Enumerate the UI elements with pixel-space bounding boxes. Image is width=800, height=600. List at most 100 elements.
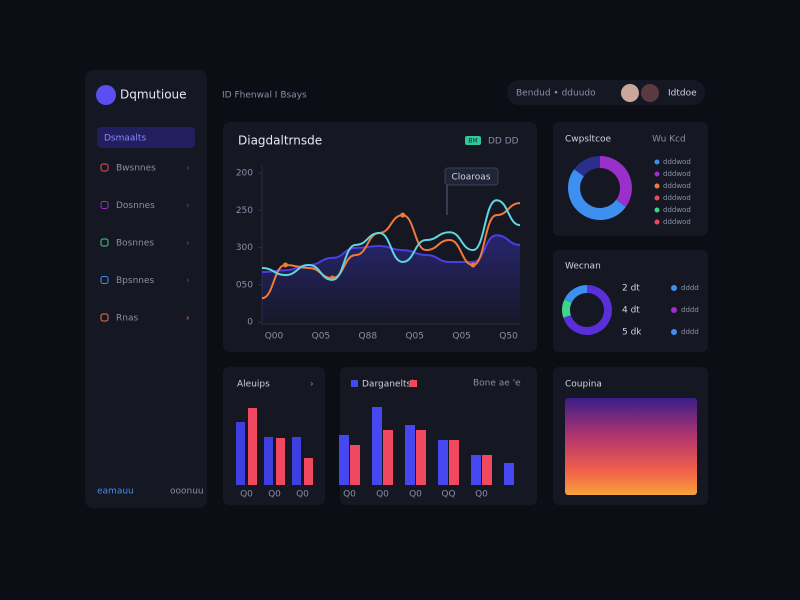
legend-dot (671, 307, 677, 313)
nav-icon[interactable] (100, 276, 109, 284)
nav-active-label[interactable]: Dsmaalts (104, 134, 146, 144)
bar (504, 463, 514, 485)
donut-segment (599, 156, 632, 207)
stat: 2 dt (622, 284, 640, 294)
logo-text: Dqmutioue (120, 88, 187, 102)
nav-label[interactable]: Dosnnes (116, 201, 155, 211)
stat: 4 dt (622, 306, 640, 316)
nav-arrow[interactable]: › (186, 239, 190, 249)
filter[interactable]: DD DD (488, 137, 519, 147)
chart-title: Diagdaltrnsde (238, 134, 322, 148)
avatar[interactable] (641, 84, 659, 102)
badge (465, 136, 481, 145)
search[interactable]: Bendud • dduudo (516, 89, 596, 99)
chart-title: Coupina (565, 380, 602, 390)
chart-title: Wecnan (565, 262, 601, 272)
bar (416, 430, 426, 485)
bar (236, 422, 245, 485)
donut-segment (574, 156, 601, 177)
x-tick-label: Q0 (376, 490, 389, 500)
point (400, 212, 406, 218)
nav-arrow[interactable]: › (186, 201, 190, 211)
nav-arrow[interactable]: › (186, 164, 190, 174)
x-tick-label: Q0 (475, 490, 488, 500)
point (282, 262, 288, 268)
nav-active[interactable] (97, 127, 195, 148)
menu[interactable]: › (310, 380, 314, 390)
legend-dot (654, 219, 660, 225)
x-tick-label: Q0 (240, 490, 253, 500)
avatar[interactable] (621, 84, 639, 102)
nav-icon[interactable] (100, 163, 109, 172)
badge-text: BM (468, 138, 477, 145)
y-tick-label: 050 (236, 280, 253, 290)
filter[interactable]: Bone ae 'e (473, 379, 521, 389)
chart-title: Aleuips (237, 380, 270, 390)
tooltip-text: Cloaroas (451, 173, 490, 183)
sidebar (85, 70, 207, 508)
y-tick-label: 0 (247, 318, 253, 328)
y-tick-label: 200 (236, 169, 253, 179)
x-tick-label: Q0 (409, 490, 422, 500)
sidebar-footer[interactable]: eamauu (97, 487, 134, 497)
bar (292, 437, 301, 485)
legend-dot (654, 183, 660, 189)
y-tick-label: 250 (236, 206, 253, 216)
donut-segment (563, 285, 612, 335)
nav-arrow[interactable]: › (186, 314, 190, 324)
x-tick-label: Q05 (405, 332, 424, 342)
legend-label: dddwod (663, 182, 691, 190)
bar (482, 455, 492, 485)
x-tick-label: Q05 (452, 332, 471, 342)
x-tick-label: Q00 (265, 332, 284, 342)
legend-dot (654, 207, 660, 213)
bar (276, 438, 285, 485)
chart-title: Cwpsltcoe (565, 135, 612, 145)
breadcrumb: ID Fhenwal I Bsays (222, 91, 307, 101)
x-tick-label: Q05 (312, 332, 331, 342)
donut-segment (568, 169, 626, 220)
line (261, 202, 521, 300)
nav-label[interactable]: Bpsnnes (116, 276, 155, 286)
nav-arrow[interactable]: › (186, 276, 190, 286)
nav-icon[interactable] (100, 238, 109, 247)
legend-label: dddd (681, 328, 699, 336)
legend-label: dddwod (663, 194, 691, 202)
stat: 5 dk (622, 328, 642, 338)
bar (438, 440, 448, 485)
legend-dot (654, 159, 660, 165)
heatmap (565, 398, 697, 495)
nav-icon[interactable] (100, 201, 109, 209)
bar (304, 458, 313, 485)
nav-label[interactable]: Bosnnes (116, 239, 154, 249)
legend-label: dddwod (663, 170, 691, 178)
x-tick-label: Q0 (296, 490, 309, 500)
legend-label: dddwod (663, 218, 691, 226)
point (470, 262, 476, 268)
bar (350, 445, 360, 485)
nav-icon[interactable] (100, 313, 109, 322)
filter[interactable]: Wu Kcd (652, 135, 686, 145)
bar (372, 407, 382, 485)
legend-label: dddwod (663, 158, 691, 166)
nav-label[interactable]: Rnas (116, 314, 138, 324)
line (261, 199, 521, 281)
legend-swatch (410, 380, 417, 387)
bar (383, 430, 393, 485)
x-tick-label: Q0 (268, 490, 281, 500)
nav-label[interactable]: Bwsnnes (116, 164, 156, 174)
bar (248, 408, 257, 485)
legend-label: Darganeltsh (362, 380, 417, 390)
user-name[interactable]: Idtdoe (668, 89, 697, 99)
tooltip (444, 167, 499, 186)
sidebar-footer[interactable]: ooonuu (170, 487, 204, 497)
donut-segment (564, 285, 588, 304)
bar (264, 437, 273, 485)
bar (339, 435, 349, 485)
legend-dot (671, 329, 677, 335)
x-tick-label: QQ (441, 490, 455, 500)
legend-label: dddwod (663, 206, 691, 214)
donut-segment (562, 299, 572, 318)
